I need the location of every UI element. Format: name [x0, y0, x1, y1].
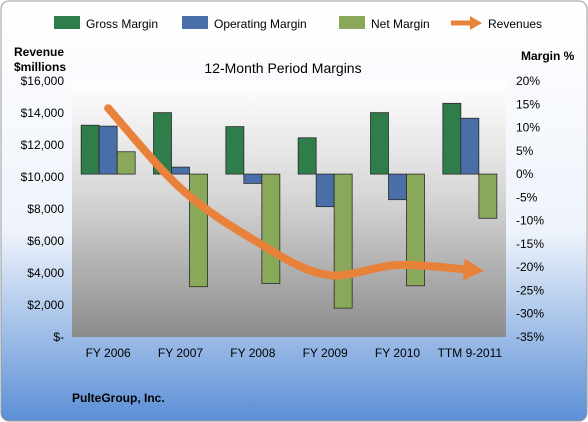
- left-axis-label-line1: Revenue: [14, 45, 64, 59]
- bar-operating-margin: [460, 117, 480, 175]
- right-axis-label: Margin %: [521, 49, 575, 63]
- bars-group: [80, 102, 498, 309]
- right-tick-label: -5%: [516, 190, 538, 204]
- legend: Gross Margin Operating Margin Net Margin…: [54, 16, 542, 31]
- left-tick-label: $10,000: [21, 170, 65, 184]
- left-axis-label-line2: $millions: [14, 60, 66, 74]
- right-tick-label: -30%: [516, 307, 544, 321]
- bar-operating-margin: [315, 173, 335, 208]
- legend-swatch-operating-margin: [182, 16, 208, 29]
- left-tick-label: $-: [53, 330, 64, 344]
- right-axis-ticks: -35% -30% -25% -20% -15% -10% -5% 0% 5% 10% 15% 20%: [516, 74, 544, 344]
- bar-net-margin: [261, 173, 281, 284]
- right-tick-label: 20%: [516, 74, 540, 88]
- left-tick-label: $4,000: [27, 266, 64, 280]
- legend-label-net-margin: Net Margin: [371, 17, 430, 31]
- legend-label-revenues: Revenues: [488, 17, 542, 31]
- bar-net-margin: [189, 173, 208, 288]
- category-labels: FY 2006 FY 2007 FY 2008 FY 2009 FY 2010 TTM 9…: [86, 346, 503, 360]
- legend-swatch-net-margin: [339, 16, 365, 29]
- bar-gross-margin: [80, 124, 100, 175]
- left-tick-label: $12,000: [21, 138, 65, 152]
- bar-net-margin: [116, 151, 136, 175]
- right-tick-label: -20%: [516, 260, 544, 274]
- revenues-arrowhead: [463, 258, 484, 281]
- company-name: PulteGroup, Inc.: [72, 391, 165, 405]
- bar-gross-margin: [225, 126, 245, 175]
- category-label: FY 2007: [158, 346, 203, 360]
- bar-gross-margin: [370, 112, 389, 175]
- category-label: FY 2010: [375, 346, 420, 360]
- revenues-line-group: [104, 104, 484, 281]
- bar-operating-margin: [98, 125, 118, 175]
- right-tick-label: 15%: [516, 97, 540, 111]
- bar-operating-margin: [243, 173, 263, 184]
- left-axis-ticks: $- $2,000 $4,000 $6,000 $8,000 $10,000 $12,000…: [21, 74, 65, 344]
- right-tick-label: 5%: [516, 144, 534, 158]
- left-tick-label: $16,000: [21, 74, 65, 88]
- left-tick-label: $6,000: [27, 234, 64, 248]
- right-tick-label: 10%: [516, 121, 540, 135]
- category-label: FY 2008: [230, 346, 275, 360]
- bar-net-margin: [406, 173, 425, 287]
- legend-swatch-revenues: [451, 16, 482, 30]
- revenues-line: [104, 104, 474, 280]
- bar-operating-margin: [388, 173, 407, 201]
- right-tick-label: -35%: [516, 330, 544, 344]
- right-tick-label: -10%: [516, 214, 544, 228]
- plot-area: [72, 81, 506, 337]
- right-tick-label: -25%: [516, 283, 544, 297]
- bar-net-margin: [478, 173, 498, 219]
- left-tick-label: $2,000: [27, 298, 64, 312]
- legend-label-gross-margin: Gross Margin: [86, 17, 158, 31]
- bar-gross-margin: [297, 137, 317, 175]
- category-label: FY 2009: [303, 346, 348, 360]
- right-tick-label: 0%: [516, 167, 534, 181]
- left-tick-label: $14,000: [21, 106, 65, 120]
- category-label: TTM 9-2011: [438, 346, 503, 360]
- bar-operating-margin: [171, 166, 190, 175]
- legend-swatch-gross-margin: [54, 16, 80, 29]
- bar-gross-margin: [442, 102, 462, 175]
- category-label: FY 2006: [86, 346, 131, 360]
- chart-title: 12-Month Period Margins: [204, 60, 361, 76]
- bar-net-margin: [333, 173, 353, 309]
- right-tick-label: -15%: [516, 237, 544, 251]
- legend-label-operating-margin: Operating Margin: [214, 17, 307, 31]
- left-tick-label: $8,000: [27, 202, 64, 216]
